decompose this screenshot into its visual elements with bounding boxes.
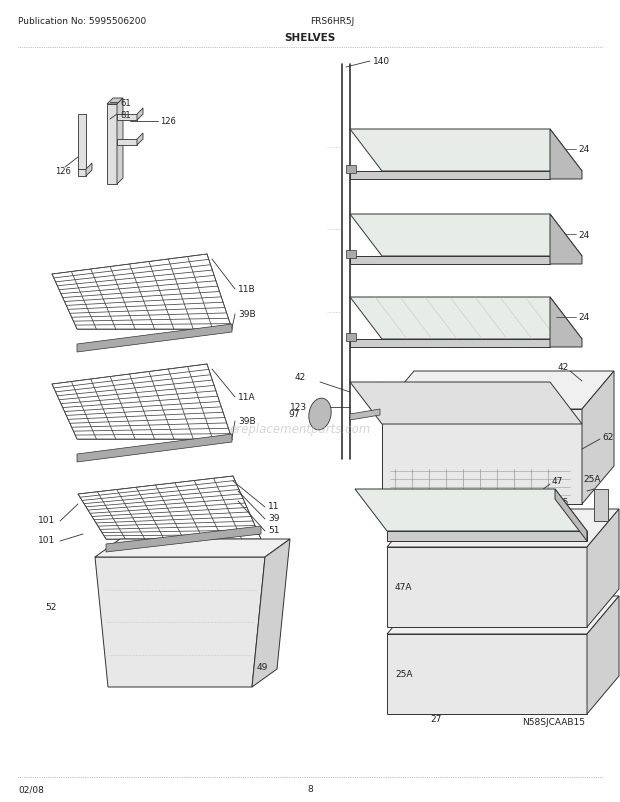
Text: 24: 24 [578, 313, 589, 322]
Polygon shape [550, 215, 582, 265]
Text: SHELVES: SHELVES [285, 33, 335, 43]
Polygon shape [382, 410, 582, 504]
Polygon shape [52, 365, 232, 439]
Text: 123: 123 [290, 403, 307, 412]
Polygon shape [587, 509, 619, 627]
Polygon shape [550, 130, 582, 180]
Polygon shape [355, 489, 587, 532]
Text: 39B: 39B [238, 417, 255, 426]
Polygon shape [95, 539, 290, 557]
Text: 24: 24 [578, 230, 589, 239]
Text: 47: 47 [552, 477, 564, 486]
Polygon shape [52, 255, 232, 330]
Text: N58SJCAAB15: N58SJCAAB15 [522, 718, 585, 727]
Polygon shape [77, 435, 232, 463]
Text: 11A: 11A [238, 393, 255, 402]
Text: 140: 140 [373, 58, 390, 67]
Polygon shape [78, 476, 261, 539]
Text: 51: 51 [268, 526, 280, 535]
Text: 02/08: 02/08 [18, 784, 44, 793]
Polygon shape [137, 134, 143, 146]
Polygon shape [346, 334, 356, 342]
Text: 26: 26 [596, 520, 608, 530]
Polygon shape [346, 251, 356, 259]
Polygon shape [587, 596, 619, 714]
Text: 49: 49 [257, 662, 268, 671]
Text: 61: 61 [120, 99, 131, 107]
Text: 24: 24 [578, 145, 589, 154]
Text: 25A: 25A [583, 475, 601, 484]
Polygon shape [350, 383, 582, 424]
Text: 39B: 39B [238, 310, 255, 319]
Text: 126: 126 [55, 168, 71, 176]
Polygon shape [350, 257, 550, 265]
Text: 21: 21 [430, 516, 441, 526]
Polygon shape [387, 634, 587, 714]
Text: 101: 101 [38, 516, 55, 525]
Text: 25: 25 [557, 498, 569, 507]
Polygon shape [346, 166, 356, 174]
Polygon shape [78, 170, 86, 176]
Polygon shape [252, 539, 290, 687]
Polygon shape [350, 130, 582, 172]
Polygon shape [106, 526, 261, 553]
Polygon shape [387, 532, 587, 541]
Polygon shape [555, 489, 587, 541]
Polygon shape [86, 164, 92, 176]
Text: FRS6HR5J: FRS6HR5J [310, 18, 354, 26]
Text: 81: 81 [120, 111, 131, 119]
Polygon shape [350, 339, 550, 347]
Text: ereplacementparts.com: ereplacementparts.com [229, 423, 371, 436]
Polygon shape [117, 140, 137, 146]
Text: 27: 27 [430, 715, 441, 723]
Ellipse shape [309, 399, 331, 431]
Text: 101: 101 [38, 536, 55, 545]
Polygon shape [582, 371, 614, 504]
Text: 11B: 11B [238, 286, 255, 294]
Polygon shape [107, 99, 123, 105]
Polygon shape [117, 99, 123, 184]
Polygon shape [550, 298, 582, 347]
Polygon shape [350, 298, 582, 339]
Polygon shape [350, 215, 582, 257]
Text: Publication No: 5995506200: Publication No: 5995506200 [18, 18, 146, 26]
Text: 42: 42 [295, 373, 306, 382]
Polygon shape [137, 109, 143, 121]
Text: 62: 62 [602, 433, 613, 442]
Polygon shape [350, 410, 380, 420]
Polygon shape [117, 115, 137, 121]
Text: 39: 39 [268, 514, 280, 523]
Text: 8: 8 [307, 784, 313, 793]
Text: 25A: 25A [395, 670, 412, 678]
Polygon shape [387, 509, 619, 547]
Polygon shape [387, 547, 587, 627]
Text: 11: 11 [268, 502, 280, 511]
Polygon shape [95, 557, 265, 687]
Polygon shape [107, 105, 117, 184]
Text: 97: 97 [288, 410, 300, 419]
Text: 52: 52 [45, 603, 56, 612]
Polygon shape [594, 489, 608, 521]
Polygon shape [78, 115, 86, 170]
Text: 42: 42 [558, 363, 569, 372]
Polygon shape [382, 371, 614, 410]
Text: 47A: 47A [395, 583, 412, 592]
Polygon shape [350, 172, 550, 180]
Text: 126: 126 [160, 117, 176, 127]
Polygon shape [387, 596, 619, 634]
Polygon shape [77, 325, 232, 353]
